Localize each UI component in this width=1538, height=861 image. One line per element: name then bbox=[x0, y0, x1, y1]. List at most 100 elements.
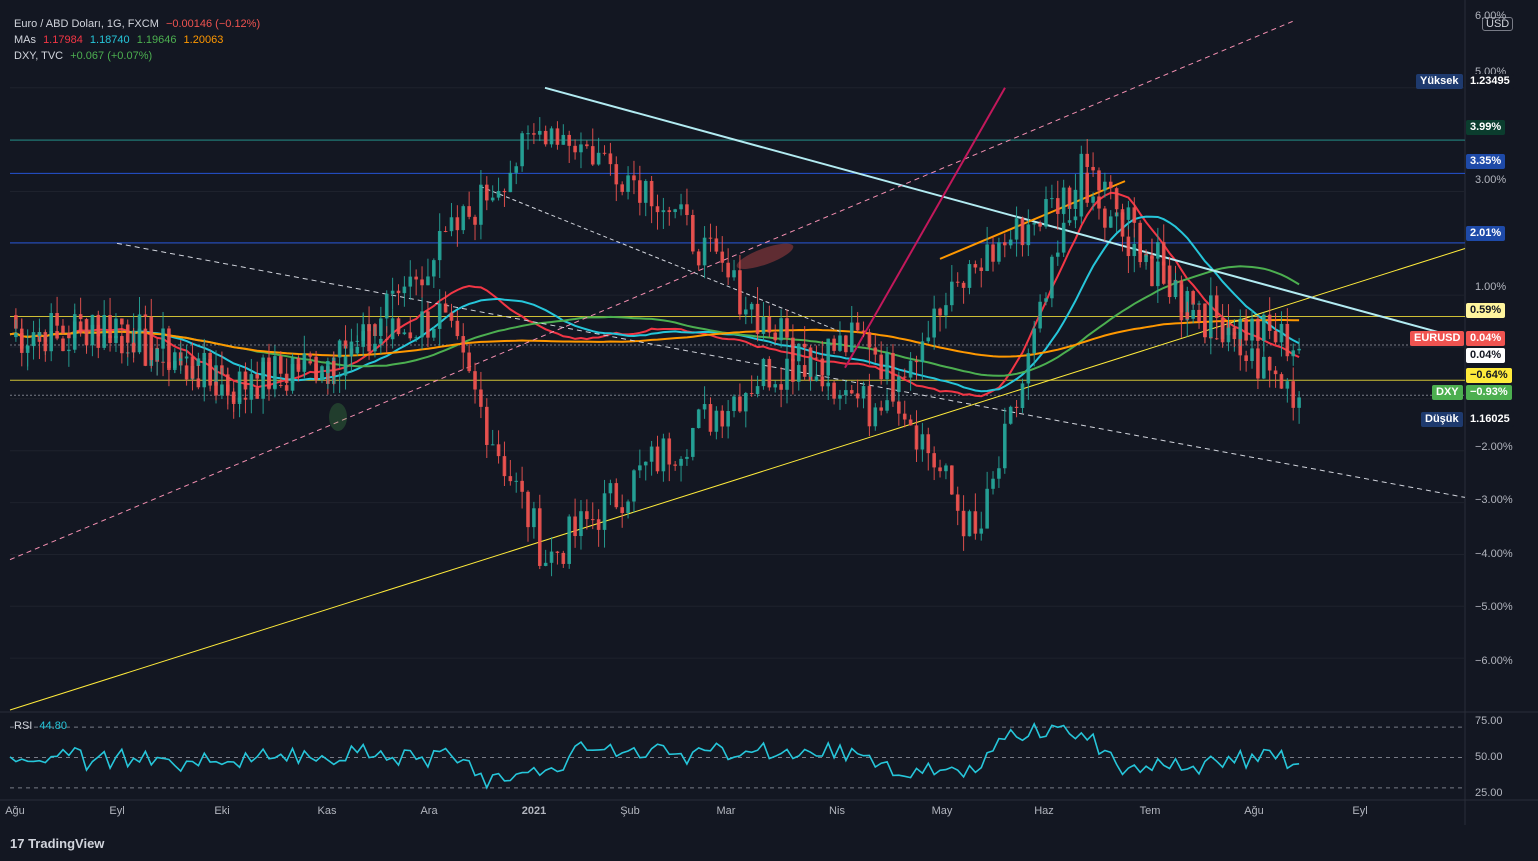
dxy-candle bbox=[455, 217, 460, 231]
eurusd-candle bbox=[49, 313, 54, 352]
dxy-candle bbox=[1061, 187, 1066, 214]
dxy-candle bbox=[614, 164, 619, 185]
rsi-tick-label: 25.00 bbox=[1475, 787, 1503, 799]
eurusd-candle bbox=[1073, 216, 1078, 221]
eurusd-candle bbox=[1008, 406, 1013, 424]
dxy-candle bbox=[649, 180, 654, 207]
dxy-candle bbox=[384, 293, 389, 319]
eurusd-candle bbox=[396, 318, 401, 335]
dxy-candle bbox=[655, 206, 660, 213]
eurusd-candle bbox=[920, 434, 925, 450]
legend-dxy[interactable]: DXY, TVC +0.067 (+0.07%) bbox=[14, 48, 156, 64]
dxy-candle bbox=[885, 400, 889, 411]
eurusd-candle bbox=[950, 465, 954, 495]
eurusd-candle bbox=[632, 470, 636, 502]
eurusd-candle bbox=[520, 480, 524, 492]
eurusd-candle bbox=[549, 551, 554, 563]
eurusd-candle bbox=[873, 347, 878, 355]
resistance-trendline bbox=[544, 86, 1456, 338]
eurusd-candle bbox=[1044, 298, 1048, 302]
dxy-candle bbox=[673, 209, 677, 213]
eurusd-candle bbox=[408, 332, 413, 339]
eurusd-candle bbox=[1291, 350, 1296, 357]
dxy-candle bbox=[1250, 348, 1254, 361]
y-tick-label: 1.00% bbox=[1475, 281, 1507, 293]
ma4-line bbox=[9, 318, 1300, 358]
eurusd-candle bbox=[114, 318, 118, 339]
dxy-candle bbox=[832, 382, 836, 399]
dxy-candle bbox=[1297, 397, 1301, 408]
eurusd-candle bbox=[1167, 265, 1172, 298]
eurusd-candle bbox=[743, 392, 748, 412]
dxy-candle bbox=[1055, 198, 1060, 214]
level-tag-0-59: 0.59% bbox=[1466, 303, 1506, 318]
eurusd-candle bbox=[791, 358, 795, 382]
dxy-candle bbox=[897, 376, 901, 393]
eurusd-candle bbox=[237, 371, 242, 403]
eurusd-candle bbox=[1220, 318, 1225, 343]
eurusd-candle bbox=[1091, 166, 1095, 171]
pink-channel-line bbox=[9, 19, 1296, 561]
x-tick-label: Haz bbox=[1034, 805, 1054, 817]
eurusd-candle bbox=[1214, 295, 1219, 319]
eurusd-candle bbox=[261, 357, 265, 399]
legend-symbol[interactable]: Euro / ABD Doları, 1G, FXCM −0.00146 (−0… bbox=[14, 16, 264, 32]
eurusd-candle bbox=[25, 346, 30, 353]
eurusd-candle bbox=[844, 335, 848, 353]
eurusd-label-tag: EURUSD bbox=[1410, 331, 1465, 346]
dxy-candle bbox=[920, 341, 925, 363]
dxy-candle bbox=[902, 376, 907, 378]
dxy-candle bbox=[520, 133, 524, 167]
dxy-candle bbox=[1279, 374, 1284, 389]
dxy-candle bbox=[590, 146, 595, 165]
level-tag-3-99: 3.99% bbox=[1466, 120, 1506, 135]
dxy-candle bbox=[408, 276, 413, 287]
eurusd-candle bbox=[514, 480, 519, 482]
eurusd-candle bbox=[137, 314, 142, 353]
dxy-candle bbox=[473, 216, 477, 225]
tradingview-logo[interactable]: 17 TradingView bbox=[10, 836, 104, 851]
dxy-candle bbox=[432, 260, 436, 277]
ma1-line bbox=[9, 191, 1300, 398]
eurusd-candle bbox=[484, 406, 489, 445]
eurusd-candle bbox=[178, 358, 183, 361]
eurusd-candle bbox=[1179, 280, 1184, 313]
dxy-candle bbox=[873, 407, 878, 427]
eurusd-candle bbox=[149, 316, 154, 361]
eurusd-candle bbox=[1014, 406, 1019, 409]
dxy-candle bbox=[638, 180, 642, 203]
x-tick-label: Ağu bbox=[1244, 805, 1264, 817]
rsi-legend[interactable]: RSI 44.80 bbox=[14, 718, 71, 734]
dxy-candle bbox=[1038, 223, 1042, 227]
dxy-candle bbox=[950, 281, 954, 306]
eurusd-candle bbox=[891, 352, 895, 402]
dxy-candle bbox=[308, 361, 313, 364]
dxy-candle bbox=[838, 395, 842, 399]
dxy-candle bbox=[1014, 218, 1019, 240]
x-tick-label: May bbox=[931, 805, 953, 817]
eurusd-candle bbox=[732, 396, 736, 412]
eurusd-candle bbox=[537, 508, 542, 566]
eurusd-candle bbox=[796, 365, 801, 382]
x-tick-label: Nis bbox=[829, 805, 845, 817]
red-ellipse-marker bbox=[736, 243, 794, 270]
eurusd-candle bbox=[608, 483, 613, 494]
eurusd-candle bbox=[337, 375, 342, 377]
eurusd-candle bbox=[284, 373, 289, 383]
eurusd-candle bbox=[90, 324, 95, 346]
dxy-candle bbox=[508, 172, 513, 193]
eurusd-candle bbox=[867, 332, 872, 348]
eurusd-candle bbox=[473, 371, 477, 390]
eurusd-candle bbox=[14, 332, 18, 338]
currency-selector[interactable]: USD bbox=[1482, 17, 1514, 31]
eurusd-candle bbox=[767, 358, 772, 388]
legend-mas[interactable]: MAs 1.17984 1.18740 1.19646 1.20063 bbox=[14, 32, 227, 48]
eurusd-candle bbox=[826, 338, 831, 376]
dxy-candle bbox=[496, 190, 501, 198]
eurusd-candle bbox=[455, 320, 460, 337]
eurusd-candle bbox=[461, 336, 466, 353]
eurusd-candle bbox=[661, 438, 666, 472]
eurusd-candle bbox=[814, 357, 819, 359]
eurusd-candle bbox=[55, 313, 59, 326]
